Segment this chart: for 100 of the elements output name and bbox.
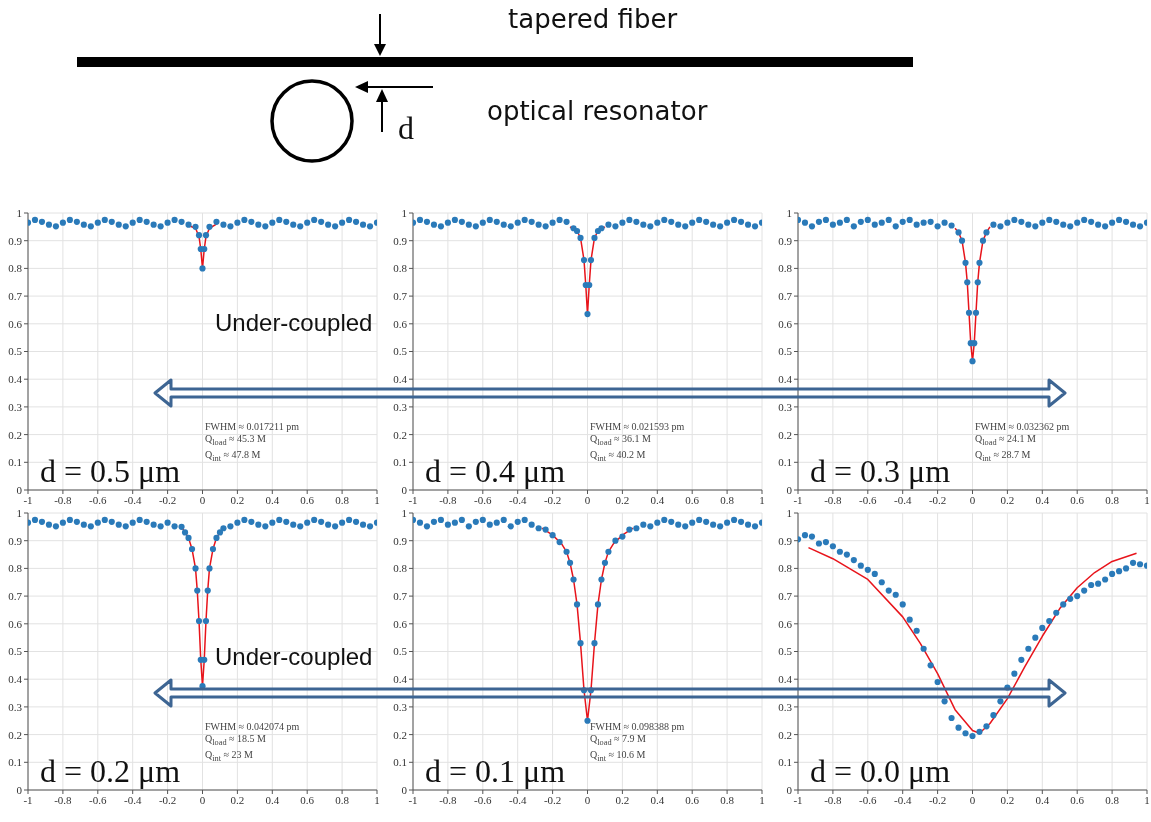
y-tick-label: 0.4: [778, 673, 793, 686]
x-tick-label: -0.8: [824, 793, 843, 806]
x-tick-label: -0.4: [123, 493, 142, 506]
annotation: Q$_{load}$ ≈ 36.1 M: [590, 433, 652, 449]
y-tick-label: 0.4: [393, 373, 408, 386]
x-tick-label: 0.2: [1000, 793, 1015, 806]
y-tick-label: 1: [16, 506, 22, 519]
x-tick-label: -0.2: [158, 493, 177, 506]
annotation: Q$_{int}$ ≈ 40.2 M: [590, 449, 647, 465]
x-tick-label: 1: [759, 793, 765, 806]
y-tick-label: 0.3: [393, 700, 408, 713]
x-tick-label: 0: [584, 793, 591, 806]
x-tick-label: 0.4: [1035, 793, 1050, 806]
y-tick-label: 0: [401, 783, 408, 796]
y-tick-label: 1: [786, 506, 792, 519]
y-tick-label: 0.8: [393, 562, 408, 575]
x-tick-label: 1: [374, 493, 380, 506]
x-tick-label: 0.6: [685, 793, 700, 806]
x-tick-label: -1: [408, 493, 418, 506]
y-tick-label: 0.6: [778, 317, 793, 330]
annotation: Q$_{load}$ ≈ 45.3 M: [205, 433, 267, 449]
y-tick-label: 0.9: [778, 534, 793, 547]
text: optical resonator: [487, 96, 708, 126]
x-tick-label: 0: [199, 493, 206, 506]
text: d = 0.0 μm: [810, 753, 951, 790]
y-tick-label: 0.8: [393, 262, 408, 275]
y-tick-label: 0.4: [8, 373, 23, 386]
y-tick-label: 0.5: [8, 645, 23, 658]
y-tick-label: 0.4: [778, 373, 793, 386]
y-tick-label: 0.2: [8, 728, 22, 741]
x-tick-label: -0.6: [474, 493, 492, 506]
x-tick-label: 0.2: [230, 793, 245, 806]
x-tick-label: -0.4: [508, 793, 527, 806]
y-tick-label: 0.6: [393, 617, 408, 630]
annotation: FWHM ≈ 0.032362 pm: [975, 421, 1070, 433]
annotation: Q$_{load}$ ≈ 18.5 M: [205, 733, 267, 749]
x-tick-label: 0.8: [1105, 493, 1120, 506]
annotation: Q$_{int}$ ≈ 23 M: [205, 749, 254, 765]
x-tick-label: -1: [408, 793, 418, 806]
text: d: [398, 110, 414, 147]
text: d = 0.3 μm: [810, 453, 951, 490]
y-tick-label: 0.9: [393, 534, 408, 547]
x-tick-label: 0.2: [230, 493, 245, 506]
annotation: Q$_{int}$ ≈ 28.7 M: [975, 449, 1032, 465]
y-tick-label: 0.2: [8, 428, 22, 441]
x-tick-label: 0.8: [720, 793, 735, 806]
y-tick-label: 0.8: [778, 262, 793, 275]
y-tick-label: 0: [401, 483, 408, 496]
y-tick-label: 0.1: [393, 456, 407, 469]
x-tick-label: 0.2: [615, 793, 630, 806]
text: d = 0.2 μm: [40, 753, 181, 790]
x-tick-label: 0.6: [1070, 493, 1085, 506]
x-tick-label: 0: [199, 793, 206, 806]
x-tick-label: 0.6: [1070, 793, 1085, 806]
y-tick-label: 0.5: [778, 345, 793, 358]
y-tick-label: 0.6: [778, 617, 793, 630]
x-tick-label: 0.8: [335, 493, 350, 506]
text: tapered fiber: [508, 4, 678, 34]
y-tick-label: 0.7: [8, 290, 23, 303]
x-tick-label: 0.6: [300, 793, 315, 806]
y-tick-label: 0.7: [8, 590, 23, 603]
annotation: Q$_{int}$ ≈ 47.8 M: [205, 449, 262, 465]
x-tick-label: -1: [793, 793, 803, 806]
y-tick-label: 0.1: [8, 756, 22, 769]
y-tick-label: 0: [16, 783, 23, 796]
x-tick-label: 0.4: [650, 793, 665, 806]
x-tick-label: -1: [793, 493, 803, 506]
y-tick-label: 1: [786, 206, 792, 219]
y-tick-label: 0.2: [393, 728, 407, 741]
y-tick-label: 0.3: [778, 700, 793, 713]
y-tick-label: 0.2: [393, 428, 407, 441]
y-tick-label: 0.9: [393, 234, 408, 247]
y-tick-label: 0.8: [8, 262, 23, 275]
x-tick-label: 0.4: [265, 793, 280, 806]
annotation: FWHM ≈ 0.098388 pm: [590, 721, 685, 733]
annotation: FWHM ≈ 0.017211 pm: [205, 421, 300, 433]
x-tick-label: -0.6: [474, 793, 492, 806]
x-tick-label: -0.4: [508, 493, 527, 506]
x-tick-label: -0.4: [893, 493, 912, 506]
x-tick-label: -0.2: [928, 793, 947, 806]
x-tick-label: 0.4: [650, 493, 665, 506]
x-tick-label: 0: [969, 493, 976, 506]
x-tick-label: -0.8: [54, 493, 73, 506]
x-tick-label: 1: [759, 493, 765, 506]
annotation: FWHM ≈ 0.021593 pm: [590, 421, 685, 433]
y-tick-label: 0.4: [8, 673, 23, 686]
x-tick-label: -0.6: [89, 493, 107, 506]
y-tick-label: 0.9: [8, 534, 23, 547]
y-tick-label: 0.9: [8, 234, 23, 247]
x-tick-label: -0.2: [928, 493, 947, 506]
annotation: FWHM ≈ 0.042074 pm: [205, 721, 300, 733]
annotation: Under-coupled: [215, 309, 373, 337]
x-tick-label: -0.8: [824, 493, 843, 506]
y-tick-label: 0.7: [393, 590, 408, 603]
y-tick-label: 0.5: [393, 345, 408, 358]
y-tick-label: 0.2: [778, 728, 792, 741]
x-tick-label: 0.2: [615, 493, 630, 506]
x-tick-label: -0.6: [859, 493, 877, 506]
x-tick-label: 1: [374, 793, 380, 806]
x-tick-label: -0.4: [123, 793, 142, 806]
